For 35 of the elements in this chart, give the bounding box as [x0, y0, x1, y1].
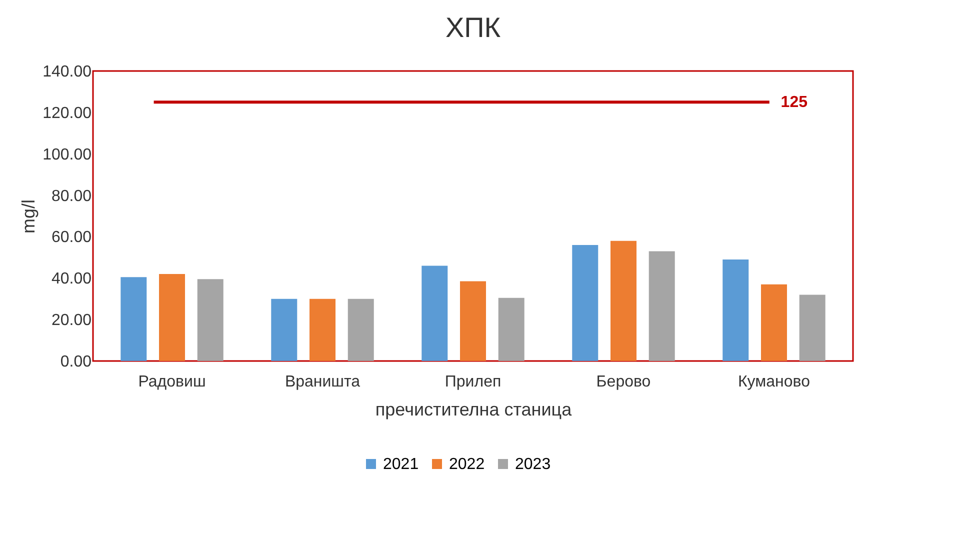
bar [648, 251, 675, 361]
bar [572, 245, 598, 361]
bar [120, 277, 147, 361]
y-tick-label: 40.00 [51, 270, 92, 288]
y-tick-label: 140.00 [42, 64, 92, 80]
x-tick-label: Прилеп [444, 374, 502, 390]
y-tick-label: 80.00 [51, 188, 92, 205]
bar [722, 260, 749, 361]
chart-title: ХПК [445, 12, 502, 43]
x-tick-label: Радовиш [138, 374, 206, 390]
y-tick-label: 120.00 [42, 104, 92, 122]
legend-label: 2022 [449, 456, 485, 473]
bar [197, 279, 224, 361]
x-axis-title: пречистителна станица [375, 400, 573, 420]
ref-line-label: 125 [780, 94, 808, 112]
bar [310, 298, 336, 361]
y-tick-label: 20.00 [51, 312, 92, 330]
bar [271, 298, 298, 361]
bar [760, 284, 787, 361]
bar [610, 240, 636, 361]
bar [348, 298, 374, 361]
bar [460, 281, 486, 361]
y-tick-label: 60.00 [51, 229, 92, 246]
x-tick-label: Враништа [284, 374, 360, 390]
legend-label: 2021 [383, 456, 419, 473]
y-axis-title: mg/l [18, 199, 39, 234]
legend-label: 2023 [515, 456, 551, 473]
bar [159, 274, 186, 361]
x-tick-label: Берово [596, 374, 651, 390]
y-tick-label: 0.00 [60, 354, 92, 370]
y-tick-label: 100.00 [42, 146, 92, 164]
bar [799, 294, 826, 361]
bar [498, 298, 524, 361]
bar [422, 266, 448, 361]
x-tick-label: Куманово [738, 374, 810, 390]
